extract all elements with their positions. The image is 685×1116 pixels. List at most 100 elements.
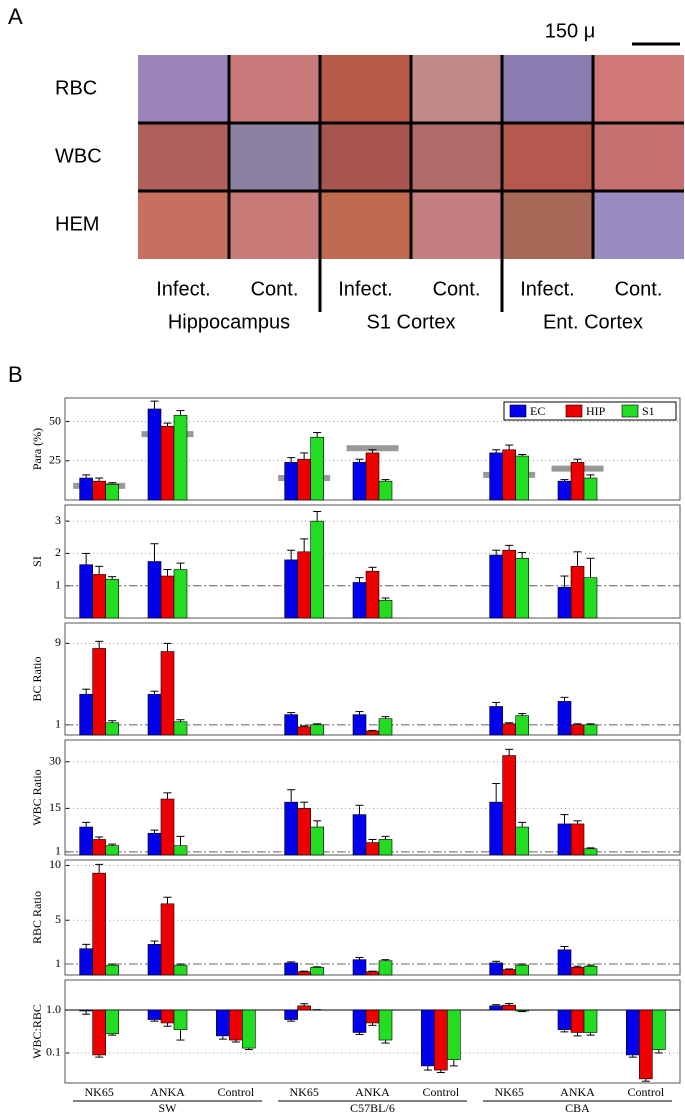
bar <box>570 566 585 619</box>
error-bar <box>368 1022 377 1026</box>
bar <box>489 452 503 501</box>
error-bar <box>95 565 104 575</box>
bar <box>160 1009 175 1024</box>
y-tick-label: 5 <box>55 912 61 926</box>
bar <box>570 724 585 736</box>
error-bar <box>492 449 501 453</box>
y-tick-label: 0.1 <box>46 1045 61 1059</box>
error-bar <box>300 801 309 809</box>
error-bar <box>95 1054 104 1058</box>
error-bar <box>505 1002 514 1006</box>
bar <box>147 561 162 619</box>
y-tick-label: 1 <box>55 844 61 858</box>
error-bar <box>150 1019 159 1022</box>
error-bar <box>108 963 117 966</box>
y-tick-label: 9 <box>55 635 61 649</box>
bar <box>160 651 175 736</box>
error-bar <box>586 474 595 479</box>
histology-image <box>138 55 229 123</box>
error-bar <box>381 835 390 840</box>
x-tick-label: NK65 <box>84 1085 113 1099</box>
bar <box>489 706 503 736</box>
error-bar <box>95 863 104 874</box>
image-grid <box>138 55 684 259</box>
error-bar <box>150 829 159 834</box>
error-bar <box>82 1010 91 1015</box>
error-bar <box>300 538 309 552</box>
histology-image <box>593 123 684 191</box>
error-bar <box>163 569 172 577</box>
error-bar <box>244 1048 253 1051</box>
column-label: Cont. <box>433 278 481 300</box>
error-bar <box>518 453 527 457</box>
y-tick-label: 10 <box>49 857 61 871</box>
bar <box>105 845 119 856</box>
error-bar <box>368 729 377 731</box>
error-bar <box>381 1040 390 1044</box>
bar <box>378 839 393 856</box>
y-axis-label: SI <box>30 556 44 567</box>
histology-image <box>593 191 684 259</box>
error-bar <box>287 789 296 803</box>
region-label: Hippocampus <box>168 311 290 333</box>
plot-frame <box>64 979 681 1084</box>
histology-image <box>320 191 411 259</box>
bar <box>105 722 119 736</box>
bar <box>515 715 529 736</box>
bar <box>242 1009 256 1049</box>
error-bar <box>163 642 172 652</box>
x-tick-label: ANKA <box>150 1085 185 1099</box>
error-bar <box>355 1032 364 1035</box>
bar <box>352 959 367 976</box>
legend-label: S1 <box>642 404 655 418</box>
histology-image <box>229 55 320 123</box>
error-bar <box>108 576 117 580</box>
error-bar <box>573 458 582 463</box>
error-bar <box>586 1032 595 1036</box>
panel-label: A <box>8 4 23 29</box>
histology-image <box>138 123 229 191</box>
row-label: WBC <box>55 145 102 167</box>
bar <box>310 826 324 856</box>
error-bar <box>381 597 390 601</box>
column-label: Infect. <box>520 278 574 300</box>
error-bar <box>449 1059 458 1067</box>
bar <box>310 520 324 619</box>
bar <box>583 477 598 501</box>
legend-swatch <box>509 404 527 418</box>
error-bar <box>368 449 377 453</box>
error-bar <box>560 814 569 824</box>
y-tick-label: 1 <box>55 717 61 731</box>
histology-image <box>138 191 229 259</box>
error-bar <box>505 444 514 450</box>
bar <box>583 724 598 736</box>
error-bar <box>231 1040 240 1043</box>
error-bar <box>82 552 91 565</box>
histology-image <box>502 55 593 123</box>
bar <box>570 462 585 501</box>
bar <box>378 1009 393 1041</box>
bar <box>639 1009 653 1080</box>
bar <box>378 718 393 736</box>
x-tick-label: ANKA <box>560 1085 595 1099</box>
error-bar <box>95 640 104 649</box>
bar <box>583 965 598 976</box>
error-bar <box>300 1003 309 1006</box>
bar <box>173 721 188 736</box>
histology-image <box>320 123 411 191</box>
panel-label: B <box>8 362 23 387</box>
column-label: Cont. <box>251 278 299 300</box>
bar <box>297 971 311 976</box>
column-label: Infect. <box>338 278 392 300</box>
error-bar <box>287 1019 296 1022</box>
bar <box>284 714 298 736</box>
bar <box>79 1009 93 1012</box>
legend-label: HIP <box>586 404 606 418</box>
error-bar <box>368 566 377 572</box>
bar <box>92 1009 106 1056</box>
legend-label: EC <box>530 404 545 418</box>
x-tick-label: NK65 <box>494 1085 523 1099</box>
error-bar <box>163 1022 172 1027</box>
error-bar <box>641 1078 650 1082</box>
bar <box>515 826 529 856</box>
